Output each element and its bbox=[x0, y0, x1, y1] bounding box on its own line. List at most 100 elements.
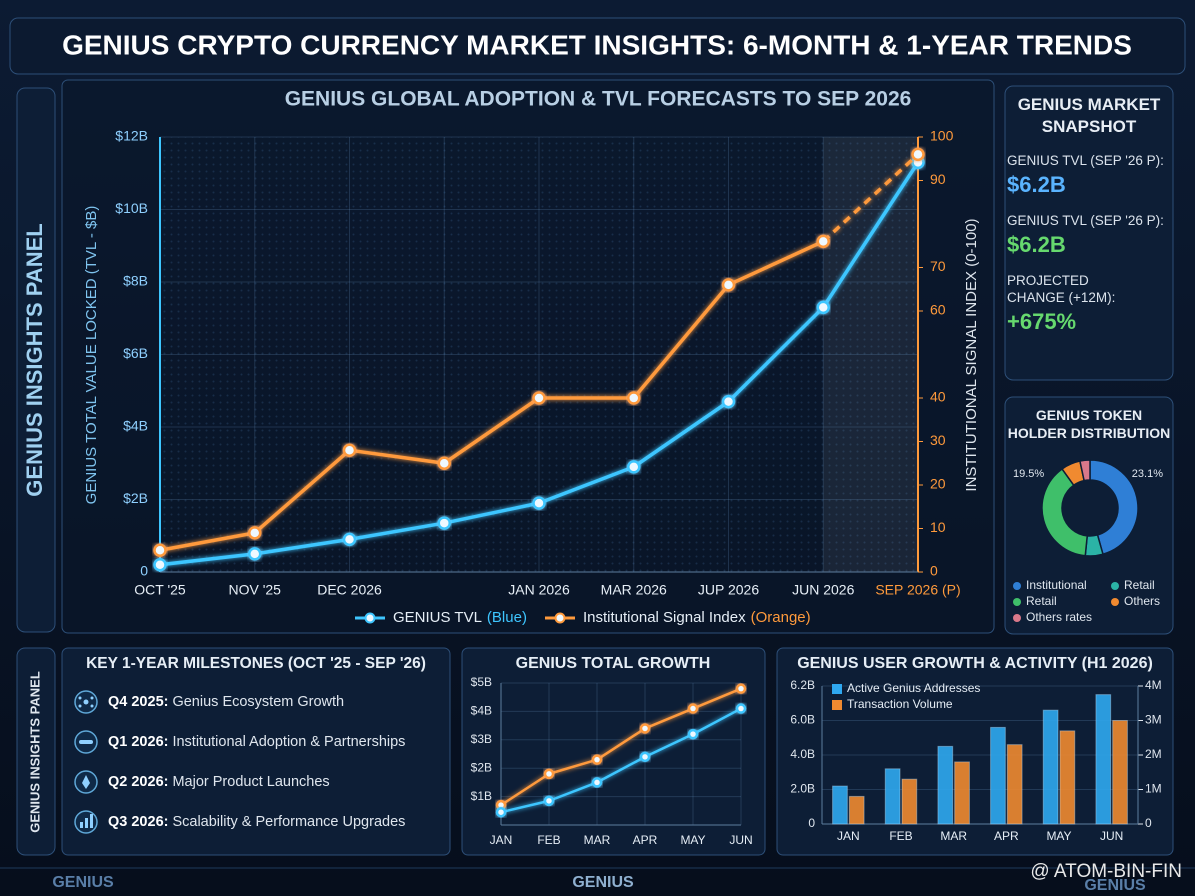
data-point bbox=[532, 496, 546, 510]
snapshot-value: +675% bbox=[1007, 309, 1077, 334]
y-tick-label: $2B bbox=[123, 490, 148, 506]
bar bbox=[901, 778, 918, 825]
legend-swatch bbox=[832, 684, 842, 694]
chart-title: GENIUS TOKEN HOLDER DISTRIBUTION bbox=[1007, 407, 1171, 441]
bar bbox=[1042, 709, 1059, 825]
x-tick-label: APR bbox=[994, 829, 1019, 843]
data-point bbox=[591, 777, 603, 788]
y-tick-label: 20 bbox=[930, 476, 946, 492]
projection-zone bbox=[823, 137, 918, 572]
chart-title: GENIUS TOTAL GROWTH bbox=[516, 655, 711, 672]
x-tick-label: APR bbox=[633, 833, 658, 847]
y-tick-label: 2.0B bbox=[790, 782, 815, 796]
x-tick-label: JUN 2026 bbox=[792, 582, 854, 598]
legend-marker bbox=[1013, 614, 1021, 622]
donut-panel bbox=[1004, 396, 1174, 635]
y-tick-label: 4M bbox=[1145, 678, 1162, 692]
milestone: Q4 2025: Genius Ecosystem Growth bbox=[108, 694, 344, 710]
legend-text: GENIUS TVL bbox=[393, 609, 482, 626]
data-point bbox=[639, 723, 651, 734]
legend-text: Scalability & Performance Upgrades bbox=[172, 814, 405, 830]
x-tick-label: DEC 2026 bbox=[317, 582, 382, 598]
data-point bbox=[437, 456, 451, 470]
y-tick-label: 100 bbox=[930, 128, 954, 144]
data-point bbox=[437, 516, 451, 530]
data-point bbox=[639, 751, 651, 763]
data-point bbox=[543, 795, 555, 807]
y-tick-label: 3M bbox=[1145, 713, 1162, 727]
data-point bbox=[543, 768, 555, 780]
data-point bbox=[687, 703, 699, 714]
y-tick-label: 30 bbox=[930, 432, 946, 448]
data-point bbox=[721, 394, 736, 409]
data-point bbox=[495, 806, 507, 818]
y-tick-label: $12B bbox=[115, 128, 148, 144]
data-point bbox=[342, 532, 357, 547]
bar bbox=[1059, 730, 1076, 825]
legend-text: Institutional Adoption & Partnerships bbox=[172, 734, 405, 750]
y-tick-label: 90 bbox=[930, 171, 946, 187]
legend-label: Others rates bbox=[1026, 610, 1092, 624]
x-tick-label: JAN 2026 bbox=[508, 582, 570, 598]
snapshot-title: GENIUS MARKET SNAPSHOT bbox=[1017, 95, 1161, 136]
legend-marker bbox=[1111, 582, 1119, 590]
data-point bbox=[342, 443, 357, 457]
y-tick-label: 0 bbox=[808, 816, 815, 830]
legend-marker bbox=[364, 612, 376, 624]
milestone: Q1 2026: Institutional Adoption & Partner… bbox=[108, 734, 405, 750]
y-tick-label: 70 bbox=[930, 258, 946, 274]
legend-label: GENIUS TVL (Blue) bbox=[393, 609, 527, 626]
legend-marker bbox=[1013, 582, 1021, 590]
x-tick-label: MAR bbox=[584, 833, 611, 847]
x-tick-label: MAY bbox=[680, 833, 705, 847]
bar bbox=[990, 726, 1006, 825]
footer-brand: GENIUS bbox=[572, 874, 634, 891]
snapshot-value: $6.2B bbox=[1007, 172, 1066, 197]
legend-marker bbox=[554, 612, 566, 624]
y-tick-label: 4.0B bbox=[790, 747, 815, 761]
value-label: 19.5% bbox=[1013, 468, 1044, 480]
legend-text: (Blue) bbox=[487, 609, 527, 626]
data-point bbox=[248, 547, 262, 561]
legend-label: Transaction Volume bbox=[847, 697, 953, 711]
page-title: GENIUS CRYPTO CURRENCY MARKET INSIGHTS: … bbox=[62, 29, 1132, 60]
bar bbox=[1095, 694, 1112, 825]
bar bbox=[832, 785, 848, 825]
y-tick-label: 0 bbox=[1145, 816, 1152, 830]
series-line bbox=[159, 239, 824, 552]
x-tick-label: MAY bbox=[1046, 829, 1071, 843]
y-axis-title: GENIUS TOTAL VALUE LOCKED (TVL - $B) bbox=[83, 206, 100, 505]
y-tick-label: $4B bbox=[123, 418, 148, 434]
x-tick-label: JUN bbox=[1100, 829, 1123, 843]
y-tick-label: $6B bbox=[123, 345, 148, 361]
legend-marker bbox=[1111, 598, 1119, 606]
x-tick-label: JAN bbox=[837, 829, 860, 843]
donut-slice bbox=[1079, 459, 1091, 482]
data-point bbox=[735, 683, 747, 694]
legend-text: Q4 2025: bbox=[108, 694, 168, 710]
side-panel bbox=[16, 647, 56, 856]
side-panel-label: GENIUS INSIGHTS PANEL bbox=[22, 223, 47, 496]
data-point bbox=[816, 234, 830, 249]
bar bbox=[1006, 744, 1023, 825]
snapshot-label: GENIUS TVL (SEP '26 P): bbox=[1007, 213, 1164, 228]
legend-text: Major Product Launches bbox=[172, 774, 329, 790]
series-line bbox=[822, 153, 920, 243]
milestones-panel bbox=[61, 647, 451, 856]
footer-brand: GENIUS bbox=[1084, 877, 1146, 894]
x-tick-label: FEB bbox=[889, 829, 912, 843]
y-tick-label: 6.0B bbox=[790, 713, 815, 727]
legend-text: (Orange) bbox=[751, 609, 811, 626]
y2-axis-title: INSTITUTIONAL SIGNAL INDEX (0-100) bbox=[963, 218, 980, 491]
y-tick-label: 60 bbox=[930, 302, 946, 318]
bar bbox=[1112, 720, 1128, 825]
x-tick-label: JUN bbox=[729, 833, 752, 847]
data-point bbox=[735, 703, 747, 714]
y-tick-label: $4B bbox=[471, 704, 492, 718]
x-tick-label: MAR bbox=[940, 829, 967, 843]
y-tick-label: 6.2B bbox=[790, 678, 815, 692]
snapshot-label: GENIUS TVL (SEP '26 P): bbox=[1007, 153, 1164, 168]
data-point bbox=[532, 391, 546, 405]
